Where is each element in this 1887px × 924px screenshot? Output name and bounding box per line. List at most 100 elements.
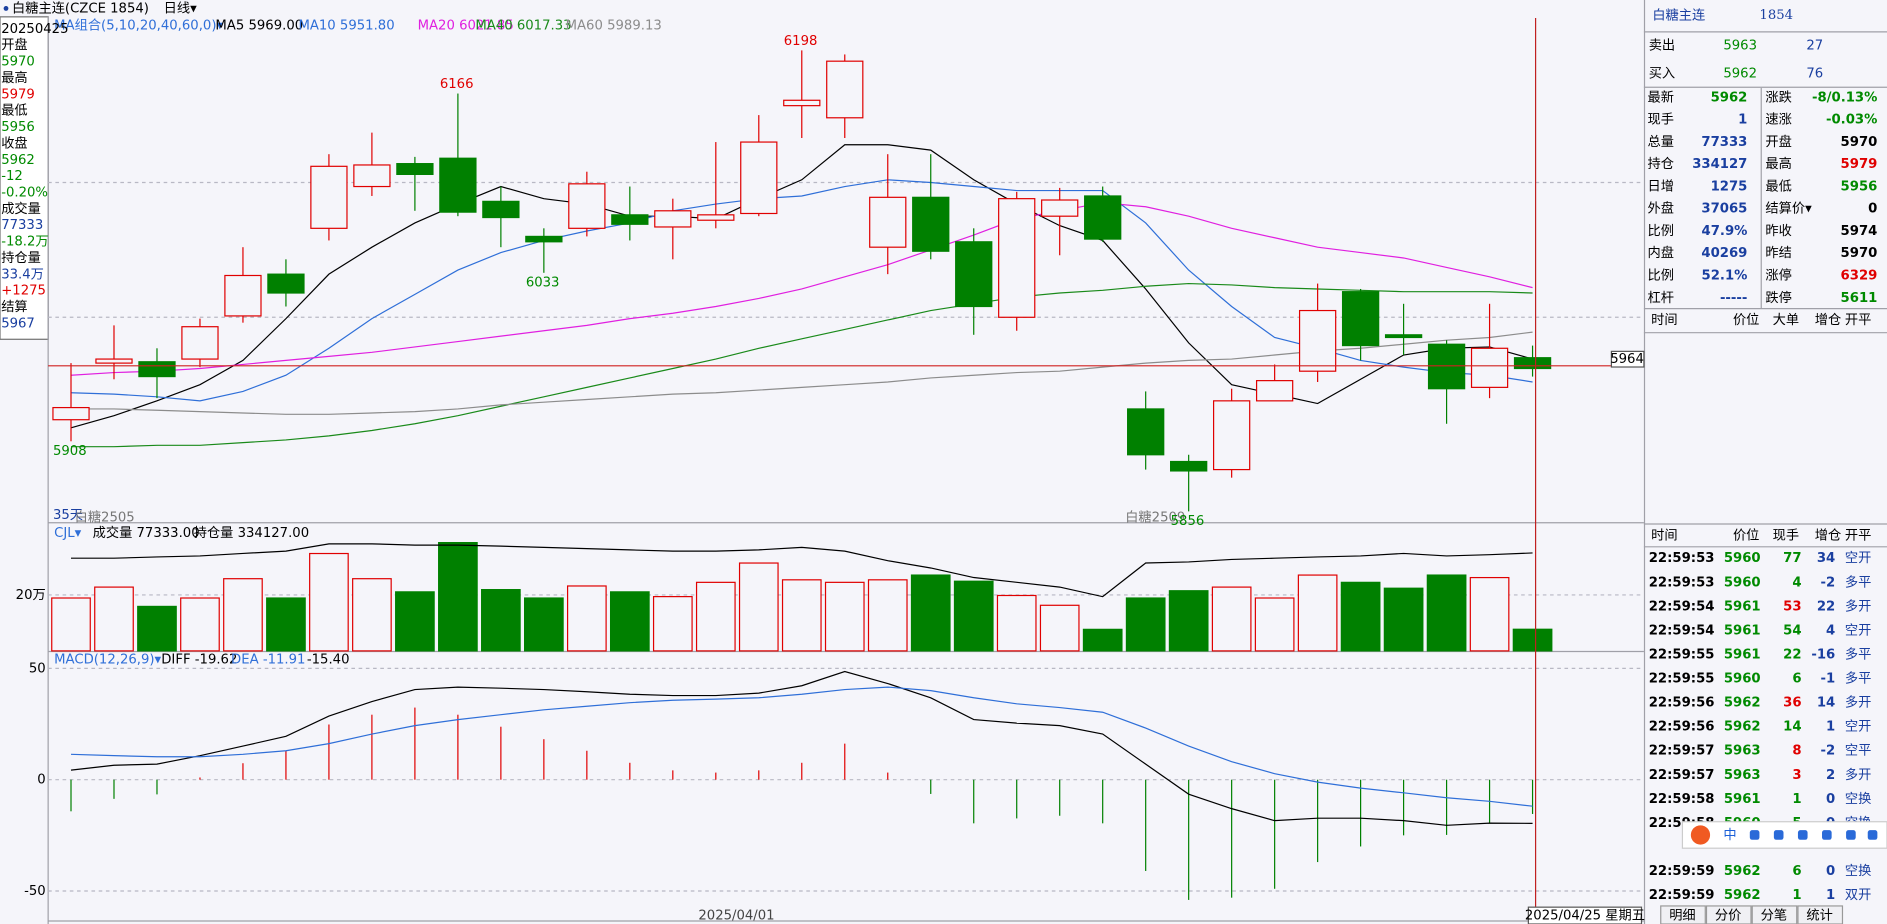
ma-line: [71, 331, 1533, 415]
tick-volume: 53: [1783, 599, 1801, 614]
tick-price: 5961: [1724, 648, 1761, 663]
info-text: 77333: [1, 218, 43, 233]
info-text: 开盘: [1, 36, 27, 53]
volume-bar: [566, 585, 607, 652]
ime-mode[interactable]: 中: [1723, 827, 1736, 843]
bid-label: 买入: [1649, 65, 1675, 81]
volume-bar: [1168, 590, 1209, 652]
candle-body: [1212, 400, 1251, 471]
tab[interactable]: [1797, 905, 1844, 924]
quote-label: 比例: [1648, 268, 1674, 284]
price-tag-box: [1610, 350, 1645, 368]
tick-price: 5962: [1724, 720, 1761, 735]
tick-time: 22:59:53: [1649, 551, 1715, 566]
contract-label: 白糖2505: [75, 509, 135, 525]
tick-type: 空开: [1845, 550, 1871, 566]
candle-body: [654, 210, 692, 228]
candle-body: [1513, 357, 1552, 370]
ma-name: MA40: [475, 18, 512, 33]
quote-value: 0: [1868, 202, 1877, 217]
candle-body: [482, 200, 520, 219]
candle-body: [224, 274, 262, 317]
candle-body: [181, 326, 219, 360]
cursor-label-box: [1527, 906, 1643, 924]
quote-value: 5979: [1841, 157, 1878, 172]
volume-bar: [781, 579, 822, 652]
ma-value: 5989.13: [607, 18, 662, 33]
volume-bar: [223, 578, 263, 652]
ime-icon: [1797, 830, 1808, 840]
bid-price: 5962: [1723, 66, 1757, 81]
tick-volume: 54: [1783, 623, 1801, 638]
volume-bar: [1039, 604, 1080, 652]
diff-line: [70, 670, 1533, 826]
volume-bar: [51, 597, 91, 652]
tick-type: 多平: [1845, 573, 1871, 590]
tab-label[interactable]: 统计: [1806, 908, 1832, 924]
column-header: 价位: [1733, 527, 1759, 543]
quote-label: 比例: [1648, 223, 1674, 239]
quote-label: 内盘: [1648, 244, 1674, 261]
ma-legend: MA10 5951.80: [298, 18, 394, 33]
days-label: 35天: [53, 508, 83, 523]
volume-bar: [609, 591, 650, 652]
volume-legend[interactable]: CJL▾: [54, 526, 81, 541]
tab[interactable]: [1660, 905, 1706, 924]
volume-bar: [1469, 576, 1510, 652]
tab[interactable]: [1705, 905, 1752, 924]
symbol[interactable]: 白糖主连(CZCE 1854): [12, 0, 149, 16]
tick-time: 22:59:55: [1649, 648, 1715, 663]
price-tag: 5964: [1610, 352, 1644, 367]
period[interactable]: 日线▾: [164, 0, 197, 16]
tab-label[interactable]: 分笔: [1761, 908, 1787, 924]
candle-body: [439, 157, 477, 213]
volume-bar: [137, 605, 177, 652]
quote-value: -0.03%: [1826, 113, 1877, 128]
legend-value: -19.62: [195, 652, 238, 667]
tick-time: 22:59:54: [1649, 623, 1715, 638]
tick-price: 5963: [1724, 744, 1761, 759]
quote-label: 涨跌: [1765, 89, 1791, 105]
tick-volume: 77: [1783, 551, 1801, 566]
quote-code: 1854: [1759, 8, 1793, 23]
tab[interactable]: [1751, 905, 1798, 924]
candle-body: [783, 99, 821, 107]
candle-body: [826, 60, 864, 119]
tick-time: 22:59:56: [1649, 720, 1715, 735]
volume-bar: [824, 581, 865, 652]
candle-body: [955, 241, 993, 308]
macd-legend[interactable]: MACD(12,26,9)▾: [54, 652, 161, 667]
quote-label: 速涨: [1765, 112, 1791, 128]
ime-icon: [1749, 830, 1760, 840]
open-interest-line: [71, 543, 1533, 598]
extreme-label: 5908: [53, 444, 87, 459]
quote-label: 日增: [1648, 178, 1674, 194]
tab-label[interactable]: 分价: [1715, 908, 1741, 924]
volume-bar: [910, 574, 951, 652]
quote-label: 开盘: [1765, 133, 1791, 150]
macd-legend-item: DIFF -19.62: [161, 652, 237, 667]
volume-bar: [1340, 581, 1381, 652]
candle-body: [1384, 334, 1423, 339]
tick-volume: 1: [1792, 792, 1801, 807]
volume-bar: [953, 580, 994, 652]
quote-value: -----: [1720, 291, 1747, 306]
info-text: -12: [1, 169, 23, 184]
quote-value: 5611: [1841, 291, 1878, 306]
tick-time: 22:59:59: [1649, 888, 1715, 903]
tick-oi: 34: [1817, 551, 1835, 566]
quote-value: 334127: [1692, 157, 1747, 172]
volume-bar: [1211, 586, 1252, 652]
ma-legend-title[interactable]: MA组合(5,10,20,40,60,0)▾: [54, 17, 223, 33]
tab-label[interactable]: 明细: [1669, 908, 1695, 924]
ime-bar: [1681, 821, 1887, 849]
column-header: 增仓: [1815, 312, 1841, 328]
ma-name: MA20: [418, 18, 455, 33]
info-text: 5979: [1, 87, 35, 102]
cursor-label: 2025/04/25 星期五: [1525, 908, 1645, 924]
tick-volume: 36: [1783, 696, 1801, 711]
quote-label: 跌停: [1765, 289, 1791, 306]
info-text: 5956: [1, 120, 35, 135]
candle-body: [1127, 408, 1165, 456]
